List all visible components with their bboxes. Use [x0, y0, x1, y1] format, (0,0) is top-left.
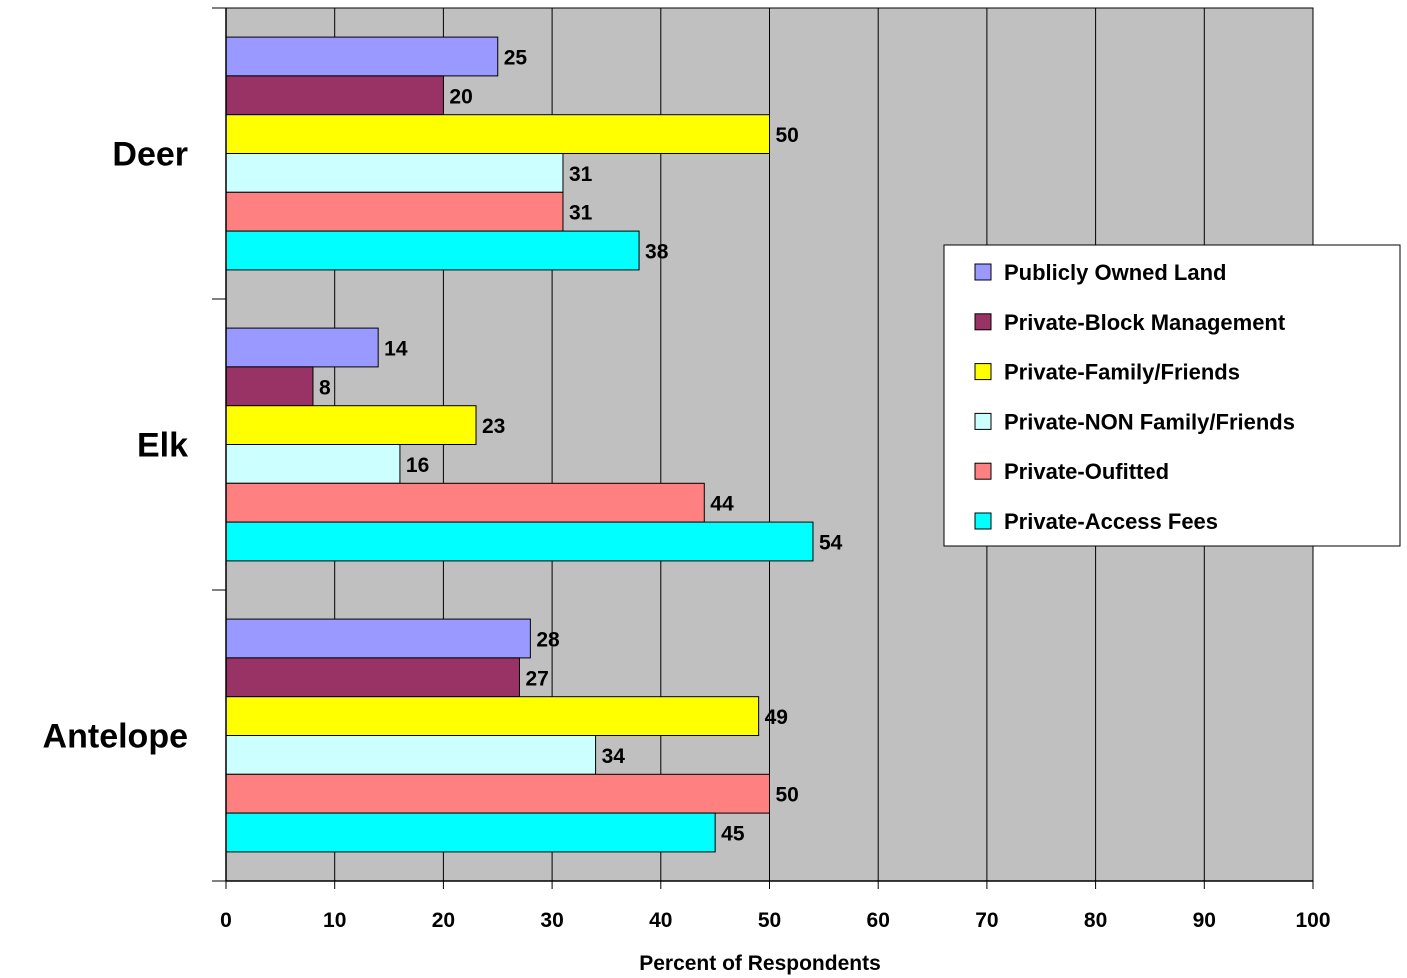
data-label: 34 — [602, 745, 626, 768]
bar — [225, 114, 770, 154]
legend-swatch — [974, 313, 992, 331]
x-tick-label: 10 — [323, 909, 346, 932]
bar — [225, 191, 564, 232]
bar — [225, 36, 499, 77]
data-label: 25 — [504, 47, 528, 70]
legend-swatch — [974, 462, 992, 480]
bar — [225, 327, 379, 368]
data-label: 45 — [721, 823, 745, 846]
bars — [225, 36, 814, 853]
x-tick-label: 50 — [758, 909, 781, 932]
legend-label: Private-NON Family/Friends — [1004, 409, 1295, 434]
data-label: 27 — [525, 667, 548, 690]
bar — [225, 735, 597, 775]
x-tick-label: 30 — [540, 909, 563, 932]
x-tick-label: 60 — [867, 909, 890, 932]
bar — [225, 773, 770, 814]
data-label: 20 — [449, 85, 472, 108]
legend-label: Private-Access Fees — [1004, 509, 1218, 534]
bar — [225, 618, 531, 659]
bar — [225, 405, 477, 446]
x-tick-label: 0 — [220, 909, 232, 932]
data-labels: 25 20 50 31 31 38 14 8 23 16 44 54 28 27 49 34 50 45 — [319, 47, 843, 846]
data-label: 44 — [710, 493, 734, 516]
legend-swatch — [974, 263, 992, 281]
data-label: 54 — [819, 532, 843, 555]
data-label: 50 — [776, 784, 799, 807]
data-label: 14 — [384, 338, 408, 361]
legend-swatch — [974, 512, 992, 530]
legend-label: Publicly Owned Land — [1004, 260, 1226, 285]
bar — [225, 482, 705, 523]
legend-box — [943, 244, 1401, 547]
category-label: Elk — [137, 427, 188, 465]
data-label: 31 — [569, 163, 593, 186]
bar — [225, 521, 814, 562]
bar — [225, 696, 760, 737]
bar — [225, 153, 564, 193]
bar — [225, 366, 314, 407]
data-label: 49 — [765, 706, 788, 729]
legend-label: Private-Family/Friends — [1004, 360, 1240, 385]
x-axis-title: Percent of Respondents — [639, 952, 881, 975]
legend-swatch — [974, 363, 992, 381]
x-tick-label: 90 — [1193, 909, 1216, 932]
x-tick-label: 80 — [1084, 909, 1107, 932]
x-tick-label: 20 — [432, 909, 455, 932]
x-tick-label: 100 — [1295, 909, 1330, 932]
legend-swatch — [974, 412, 992, 430]
legend-label: Private-Oufitted — [1004, 459, 1169, 484]
legend: Publicly Owned Land Private-Block Managem… — [943, 244, 1401, 547]
data-label: 28 — [536, 629, 560, 652]
legend-label: Private-Block Management — [1004, 310, 1286, 335]
bar — [225, 657, 520, 698]
category-label: Antelope — [43, 718, 188, 756]
axes: Deer Elk Antelope 0 10 20 30 40 50 60 70 80 90 100 — [43, 7, 1331, 932]
x-tick-label: 70 — [975, 909, 998, 932]
data-label: 23 — [482, 415, 505, 438]
bar — [225, 230, 640, 271]
bar — [225, 812, 716, 853]
data-label: 50 — [776, 124, 799, 147]
bar — [225, 444, 401, 484]
category-label: Deer — [112, 136, 188, 174]
data-label: 8 — [319, 376, 331, 399]
data-label: 38 — [645, 241, 669, 264]
x-tick-label: 40 — [649, 909, 672, 932]
data-label: 16 — [406, 454, 429, 477]
data-label: 31 — [569, 202, 593, 225]
bar — [225, 75, 444, 116]
